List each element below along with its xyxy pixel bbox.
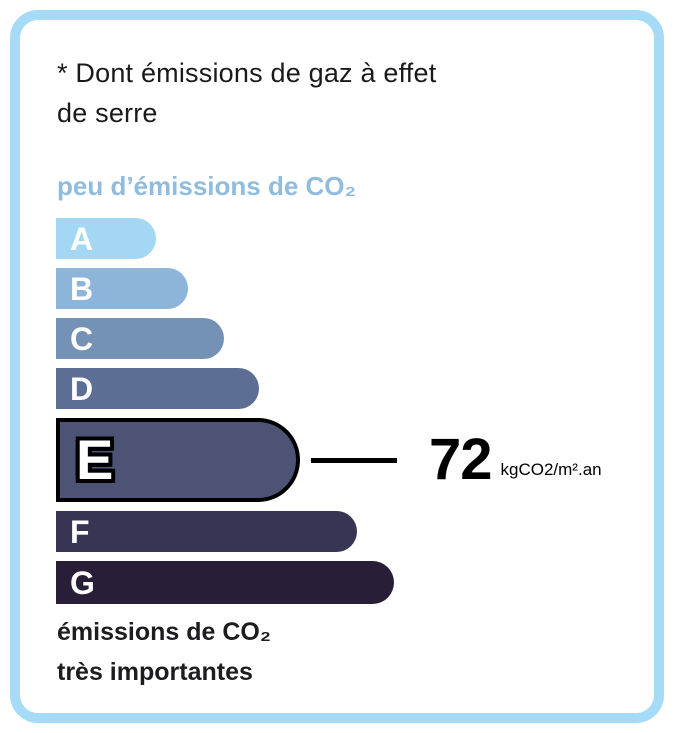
bar-row-d: D [56,368,636,409]
selected-value-unit: kgCO2/m².an [500,460,602,479]
scale-bottom-label: émissions de CO₂ très importantes [57,612,271,692]
bar-letter-e: E [76,428,114,491]
rating-bars: A B C D E 72 kgCO2/m².an F G [56,218,636,613]
rating-bar-b: B [56,268,188,309]
bar-letter-a: A [70,220,94,257]
bar-row-e: E 72 kgCO2/m².an [56,418,636,502]
title-line-2: de serre [57,98,158,128]
bar-row-g: G [56,561,636,604]
rating-bar-c: C [56,318,224,359]
rating-bar-e: E [56,418,300,502]
scale-bottom-label-line-1: émissions de CO₂ [57,618,271,646]
scale-top-label: peu d’émissions de CO₂ [57,171,357,201]
selected-value: 72 [429,427,493,492]
title-line-1: * Dont émissions de gaz à effet [57,58,437,88]
scale-bottom-label-line-2: très importantes [57,658,253,686]
bar-row-c: C [56,318,636,359]
bar-letter-c: C [70,320,94,357]
bar-letter-d: D [70,370,94,407]
rating-bar-g: G [56,561,394,604]
bar-row-b: B [56,268,636,309]
bar-row-f: F [56,511,636,552]
rating-bar-d: D [56,368,259,409]
bar-letter-b: B [70,270,94,307]
value-connector-line [311,457,397,463]
rating-bar-a: A [56,218,156,259]
bar-row-a: A [56,218,636,259]
page-title: * Dont émissions de gaz à effet de serre [57,53,436,133]
bar-letter-f: F [70,513,90,550]
rating-bar-f: F [56,511,357,552]
card-border [10,10,664,723]
bar-letter-g: G [70,564,95,601]
